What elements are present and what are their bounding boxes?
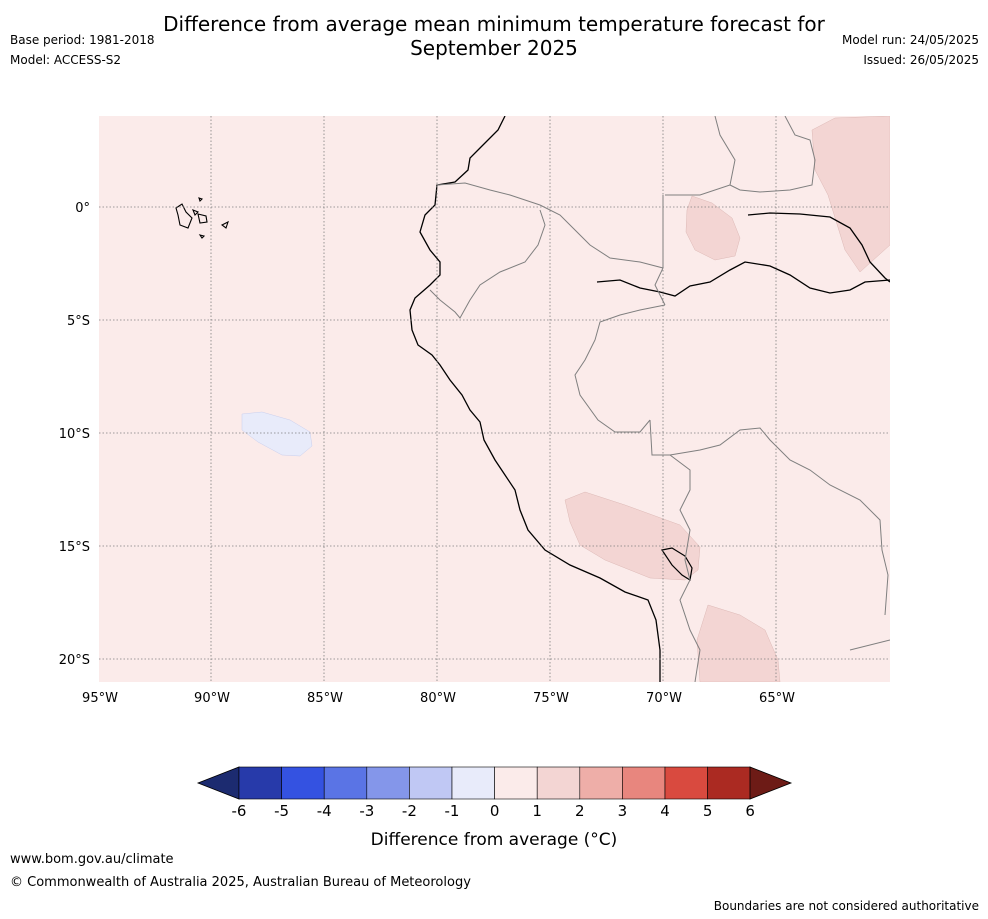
lat-label-5s: 5°S (67, 314, 90, 329)
warm-patch-north (685, 195, 741, 261)
footer-copyright: © Commonwealth of Australia 2025, Austra… (10, 875, 471, 890)
cool-patch-ocean (241, 411, 313, 457)
colorbar-tick-label: 4 (660, 802, 670, 820)
colorbar-cell (409, 766, 453, 800)
lon-label-95w: 95°W (82, 691, 118, 706)
colorbar-under-arrow (196, 766, 240, 800)
colorbar-cell (494, 766, 538, 800)
colorbar-cell (622, 766, 666, 800)
colorbar-cell (707, 766, 751, 800)
warm-patch-southeast (696, 604, 781, 682)
lon-label-70w: 70°W (646, 691, 682, 706)
colorbar-cell (664, 766, 708, 800)
lat-label-15s: 15°S (59, 540, 90, 555)
lon-label-65w: 65°W (759, 691, 795, 706)
footer-disclaimer: Boundaries are not considered authoritat… (713, 899, 979, 913)
colorbar-tick-label: -1 (445, 802, 460, 820)
colorbar-cell (238, 766, 282, 800)
lon-label-85w: 85°W (307, 691, 343, 706)
colorbar-cell (281, 766, 325, 800)
colorbar-over-arrow (749, 766, 793, 800)
warm-patch-south (564, 491, 701, 581)
colorbar-legend: -6 -5 -4 -3 -2 -1 0 1 2 3 4 5 6 Difference from aver… (196, 766, 793, 850)
map-title: Difference from average mean minimum tem… (0, 12, 988, 60)
coastline (409, 116, 661, 682)
colorbar-cell (536, 766, 581, 800)
lon-label-80w: 80°W (420, 691, 456, 706)
colorbar-tick-label: 1 (532, 802, 542, 820)
footer-url: www.bom.gov.au/climate (10, 852, 174, 867)
colorbar-cell (579, 766, 623, 800)
river-negro (747, 212, 890, 283)
colorbar-tick-labels: -6 -5 -4 -3 -2 -1 0 1 2 3 4 5 6 (232, 802, 755, 820)
lake-titicaca (661, 547, 693, 581)
colorbar-cells (238, 766, 751, 800)
forecast-map: 0° 5°S 10°S 15°S 20°S 95°W 90°W 85°W 80°… (59, 116, 890, 706)
colorbar-tick-label: -2 (402, 802, 417, 820)
colorbar-tick-label: 2 (575, 802, 585, 820)
colorbar-tick-label: 0 (490, 802, 500, 820)
lat-label-0: 0° (75, 201, 90, 216)
colorbar-tick-label: 3 (618, 802, 628, 820)
colorbar-tick-label: 5 (703, 802, 713, 820)
colorbar-tick-label: -6 (232, 802, 247, 820)
lat-label-10s: 10°S (59, 427, 90, 442)
issued-date: Issued: 26/05/2025 (863, 53, 979, 67)
model-run: Model run: 24/05/2025 (841, 33, 979, 47)
title-line-2: September 2025 (410, 36, 578, 60)
warm-patch-northeast (811, 116, 890, 273)
colorbar-tick-label: 6 (745, 802, 755, 820)
lon-label-75w: 75°W (533, 691, 569, 706)
graticule (99, 116, 890, 682)
base-period: Base period: 1981-2018 (10, 33, 155, 47)
colorbar-tick-label: -4 (317, 802, 332, 820)
galapagos-islands (175, 197, 229, 239)
title-line-1: Difference from average mean minimum tem… (163, 12, 825, 36)
meta-right: Model run: 24/05/2025 Issued: 26/05/2025 (842, 30, 979, 70)
map-background (99, 116, 890, 682)
colorbar-cell (451, 766, 495, 800)
lon-label-90w: 90°W (194, 691, 230, 706)
meta-left: Base period: 1981-2018 Model: ACCESS-S2 (10, 30, 155, 70)
river-amazon (596, 261, 890, 297)
colorbar-tick-label: -3 (359, 802, 374, 820)
colorbar-cell (366, 766, 410, 800)
model-name: Model: ACCESS-S2 (10, 53, 122, 67)
colorbar-tick-label: -5 (274, 802, 289, 820)
colorbar-label: Difference from average (°C) (371, 830, 618, 850)
colorbar-cell (323, 766, 368, 800)
lat-label-20s: 20°S (59, 653, 90, 668)
